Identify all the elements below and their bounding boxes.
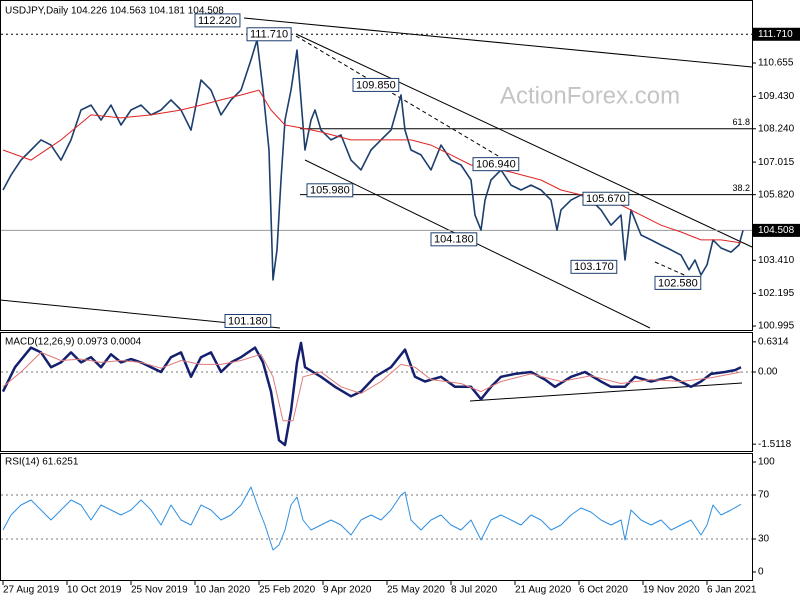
y-tick-label: 100 <box>758 457 775 468</box>
x-tick-label: 8 Jul 2020 <box>451 585 498 596</box>
macd-trendline <box>469 382 743 402</box>
fibo-label: 61.8 <box>732 117 750 127</box>
rsi-panel <box>0 453 753 581</box>
y-tick-label: 103.410 <box>758 255 795 266</box>
channel-line <box>295 33 753 248</box>
level-label: 104.508 <box>758 225 795 236</box>
x-tick-label: 21 Aug 2020 <box>515 585 572 596</box>
panel-title: USDJPY,Daily 104.226 104.563 104.181 104… <box>5 6 224 17</box>
annotation-label: 109.850 <box>356 79 396 91</box>
y-tick-label: 108.240 <box>758 123 795 134</box>
annotation-box <box>582 191 630 206</box>
y-tick-label: -1.5118 <box>758 439 792 450</box>
x-tick-label: 27 Aug 2019 <box>3 585 60 596</box>
series-line <box>2 89 742 244</box>
y-tick-label: 30 <box>758 534 770 545</box>
channel-line <box>304 159 651 329</box>
y-tick-label: 109.430 <box>758 91 795 102</box>
annotation-label: 101.180 <box>228 315 268 327</box>
annotation-box <box>654 275 702 290</box>
x-tick-label: 25 Feb 2020 <box>259 585 316 596</box>
x-tick-label: 10 Jan 2020 <box>195 585 250 596</box>
level-box <box>753 27 800 41</box>
macd-panel <box>0 332 753 452</box>
annotation-box <box>194 13 241 28</box>
annotation-label: 105.670 <box>586 193 626 205</box>
price-panel <box>0 0 753 331</box>
annotation-label: 103.170 <box>574 261 614 273</box>
x-tick-label: 19 Nov 2020 <box>643 585 700 596</box>
annotation-box <box>570 259 618 274</box>
annotation-box <box>430 232 478 247</box>
watermark: ActionForex.com <box>500 82 680 109</box>
level-label: 111.710 <box>758 29 793 40</box>
annotation-box <box>352 77 400 92</box>
y-tick-label: 70 <box>758 490 770 501</box>
y-tick-label: 0.00 <box>758 367 778 378</box>
x-tick-label: 6 Oct 2020 <box>579 585 628 596</box>
dashed-trendline <box>654 261 701 283</box>
y-tick-label: 0 <box>758 567 764 578</box>
x-tick-label: 9 Apr 2020 <box>323 585 372 596</box>
annotation-box <box>472 157 520 172</box>
fibo-label: 38.2 <box>732 183 750 193</box>
series-line <box>2 486 742 551</box>
annotation-label: 106.940 <box>476 159 516 171</box>
series-line <box>2 39 744 281</box>
annotation-box <box>246 27 292 42</box>
x-tick-label: 10 Oct 2019 <box>67 585 122 596</box>
y-tick-label: 102.195 <box>758 288 795 299</box>
annotation-label: 111.710 <box>250 29 288 41</box>
panel-title: RSI(14) 61.6251 <box>5 457 79 468</box>
level-box <box>753 223 800 237</box>
panel-title: MACD(12,26,9) 0.0973 0.0004 <box>5 337 142 348</box>
trendline <box>243 17 753 68</box>
annotation-label: 102.580 <box>658 277 698 289</box>
y-tick-label: 107.015 <box>758 157 795 168</box>
annotation-box <box>224 314 272 329</box>
annotation-label: 104.180 <box>434 234 474 246</box>
y-tick-label: 110.655 <box>758 58 794 69</box>
x-tick-label: 6 Jan 2021 <box>707 585 757 596</box>
x-tick-label: 25 Nov 2019 <box>131 585 188 596</box>
y-tick-label: 105.820 <box>758 189 795 200</box>
y-tick-label: 100.995 <box>758 321 795 332</box>
annotation-label: 112.220 <box>198 15 237 27</box>
annotation-label: 105.980 <box>310 185 350 197</box>
x-tick-label: 25 May 2020 <box>387 585 445 596</box>
series-line <box>2 351 742 422</box>
y-tick-label: 0.6314 <box>758 336 789 347</box>
annotation-box <box>306 183 354 198</box>
